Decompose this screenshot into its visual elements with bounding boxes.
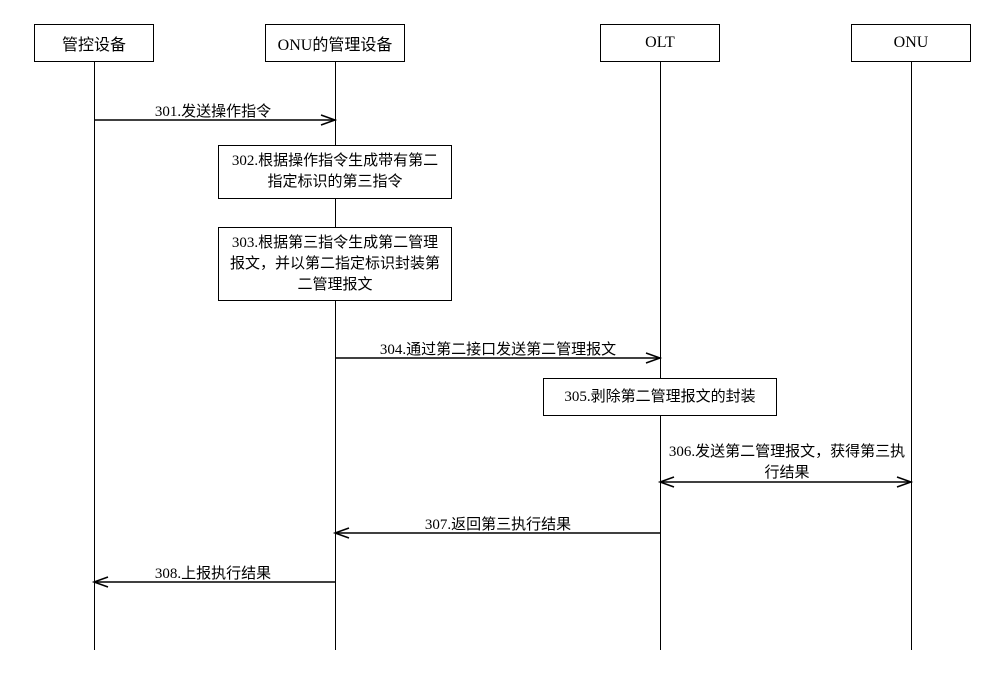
message-label-m301: 301.发送操作指令: [93, 100, 333, 121]
participant-ctrl: 管控设备: [34, 24, 154, 62]
lifeline-onu: [911, 62, 912, 650]
lifeline-olt: [660, 62, 661, 650]
step-box-b302: 302.根据操作指令生成带有第二 指定标识的第三指令: [218, 145, 452, 199]
participant-label: ONU的管理设备: [278, 31, 393, 55]
message-label-m308: 308.上报执行结果: [93, 562, 333, 583]
participant-onu: ONU: [851, 24, 971, 62]
message-label-m306: 306.发送第二管理报文，获得第三执 行结果: [657, 440, 917, 482]
message-label-m307: 307.返回第三执行结果: [338, 513, 658, 534]
participant-label: 管控设备: [62, 31, 126, 55]
message-label-m304: 304.通过第二接口发送第二管理报文: [338, 338, 658, 359]
sequence-diagram: 管控设备 ONU的管理设备 OLT ONU 301.发送操作指令 304.通过第二接口发送…: [0, 0, 1000, 683]
step-box-b303: 303.根据第三指令生成第二管理 报文，并以第二指定标识封装第 二管理报文: [218, 227, 452, 301]
participant-olt: OLT: [600, 24, 720, 62]
participant-mgr: ONU的管理设备: [265, 24, 405, 62]
participant-label: ONU: [894, 34, 929, 52]
participant-label: OLT: [645, 34, 675, 52]
step-box-b305: 305.剥除第二管理报文的封装: [543, 378, 777, 416]
